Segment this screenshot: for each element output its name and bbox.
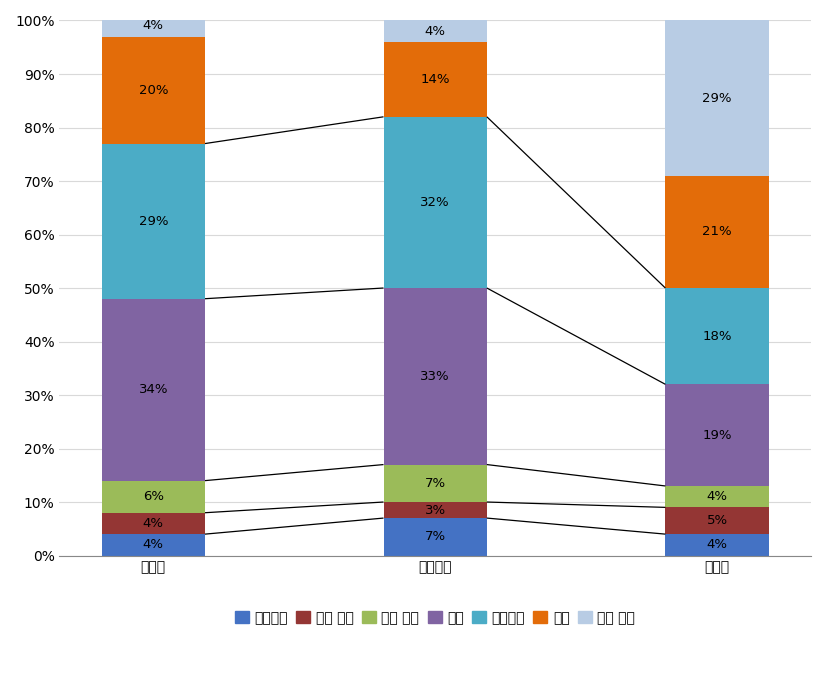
Text: 3%: 3%	[425, 504, 446, 517]
Text: 4%: 4%	[425, 25, 446, 38]
Text: 14%: 14%	[420, 73, 450, 86]
Bar	[666, 21, 769, 176]
Text: 34%: 34%	[139, 383, 168, 397]
Bar	[666, 384, 769, 486]
Bar	[383, 464, 487, 502]
Text: 33%: 33%	[420, 370, 450, 383]
Bar	[102, 298, 205, 481]
Text: 20%: 20%	[139, 84, 168, 97]
Text: 4%: 4%	[143, 19, 164, 32]
Text: 29%: 29%	[139, 215, 168, 228]
Text: 21%: 21%	[702, 225, 732, 238]
Text: 5%: 5%	[706, 514, 728, 528]
Bar	[383, 502, 487, 518]
Text: 18%: 18%	[702, 330, 732, 343]
Bar	[666, 176, 769, 288]
Bar	[666, 508, 769, 534]
Text: 32%: 32%	[420, 196, 450, 209]
Text: 4%: 4%	[143, 539, 164, 552]
Bar	[102, 36, 205, 143]
Text: 4%: 4%	[706, 490, 728, 503]
Bar	[666, 486, 769, 508]
Bar	[383, 288, 487, 464]
Bar	[666, 288, 769, 384]
Text: 4%: 4%	[143, 517, 164, 530]
Bar	[102, 143, 205, 298]
Text: 29%: 29%	[702, 91, 732, 104]
Legend: 전혀없음, 매우 없음, 약간 없음, 보통, 약간많음, 많음, 매우 많음: 전혀없음, 매우 없음, 약간 없음, 보통, 약간많음, 많음, 매우 많음	[230, 605, 641, 630]
Bar	[383, 21, 487, 42]
Bar	[383, 117, 487, 288]
Bar	[102, 15, 205, 36]
Text: 7%: 7%	[425, 530, 446, 543]
Bar	[102, 512, 205, 534]
Bar	[666, 534, 769, 556]
Text: 19%: 19%	[702, 429, 732, 442]
Bar	[102, 481, 205, 512]
Text: 7%: 7%	[425, 477, 446, 490]
Text: 4%: 4%	[706, 539, 728, 552]
Bar	[383, 42, 487, 117]
Bar	[102, 534, 205, 556]
Bar	[383, 518, 487, 556]
Text: 6%: 6%	[143, 490, 164, 503]
